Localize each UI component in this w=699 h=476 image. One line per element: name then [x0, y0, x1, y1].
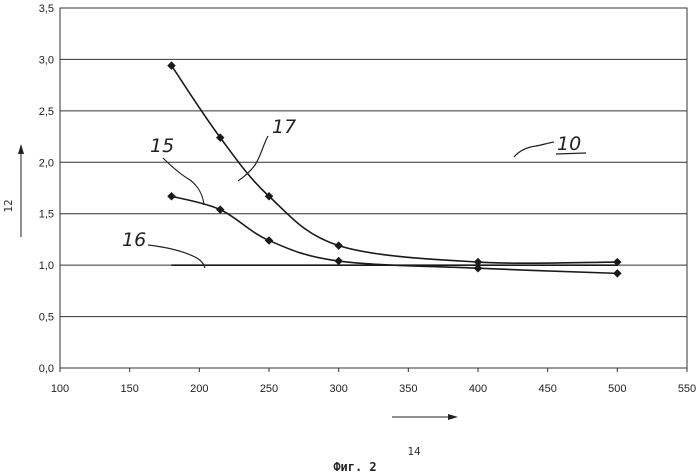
x-tick-label: 400 — [469, 383, 487, 395]
x-axis-label: 14 — [407, 445, 421, 458]
y-axis-arrowhead — [18, 144, 24, 154]
y-tick-label: 0,5 — [39, 312, 54, 324]
y-tick-label: 3,5 — [39, 3, 54, 15]
data-point-17-0 — [167, 61, 175, 69]
grid-lines — [60, 8, 687, 317]
x-tick-label: 550 — [678, 383, 696, 395]
y-tick-label: 1,5 — [39, 209, 54, 221]
y-tick-label: 2,0 — [39, 157, 54, 169]
y-tick-label: 0,0 — [39, 363, 54, 375]
data-point-15-3 — [334, 257, 342, 265]
annotation-10-leader — [514, 142, 554, 157]
x-tick-label: 450 — [538, 383, 556, 395]
y-tick-labels: 0,0 0,5 1,0 1,5 2,0 2,5 3,0 3,5 — [39, 3, 54, 375]
x-tick-label: 200 — [190, 383, 208, 395]
x-tick-label: 150 — [120, 383, 138, 395]
x-tick-labels: 100 150 200 250 300 350 400 450 500 550 — [51, 383, 696, 395]
series-line-17 — [171, 66, 617, 264]
data-point-17-3 — [334, 241, 342, 249]
y-tick-label: 2,5 — [39, 106, 54, 118]
data-point-15-1 — [216, 205, 224, 213]
annotation-10: 10 — [557, 133, 581, 155]
data-point-15-5 — [613, 269, 621, 277]
annotation-17: 17 — [272, 116, 296, 138]
annotation-16: 16 — [122, 229, 146, 251]
annotation-15: 15 — [150, 135, 174, 157]
x-axis-arrowhead — [448, 414, 458, 420]
plot-frame — [60, 8, 687, 368]
x-tick-label: 500 — [608, 383, 626, 395]
series-group — [167, 61, 621, 277]
data-point-15-2 — [265, 236, 273, 244]
x-tick-label: 100 — [51, 383, 69, 395]
y-tick-label: 3,0 — [39, 54, 54, 66]
data-point-15-0 — [167, 192, 175, 200]
y-tick-label: 1,0 — [39, 260, 54, 272]
x-tick-label: 300 — [329, 383, 347, 395]
annotation-17-leader — [238, 136, 268, 181]
figure-caption: Фиг. 2 — [333, 460, 376, 474]
x-tick-label: 350 — [399, 383, 417, 395]
axes — [60, 8, 687, 372]
y-axis-label: 12 — [2, 199, 15, 212]
series-line-15 — [171, 196, 617, 273]
x-tick-label: 250 — [260, 383, 278, 395]
